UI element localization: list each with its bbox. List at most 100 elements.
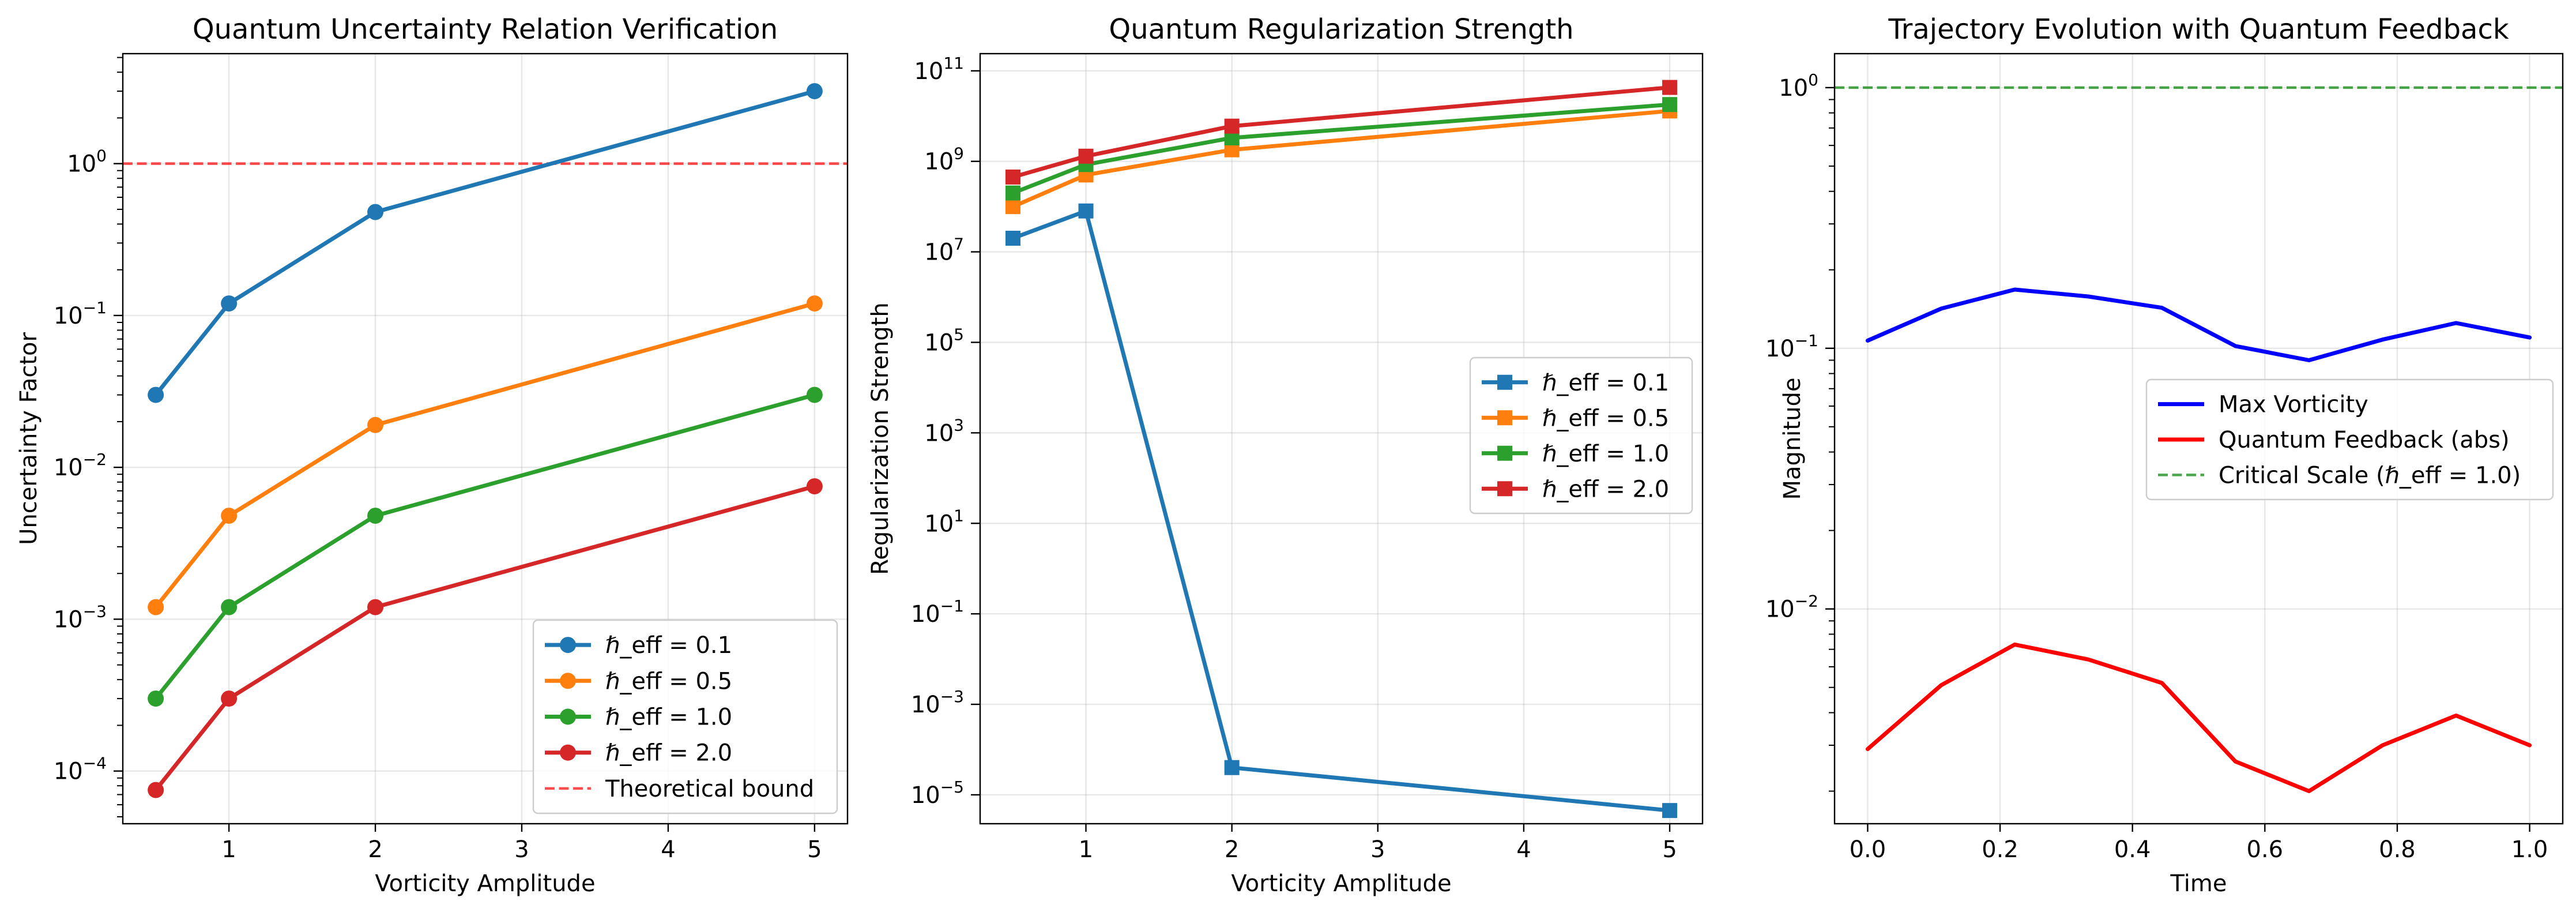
x-axis-label: Vorticity Amplitude [375,870,595,897]
x-tick-label: 4 [661,836,675,863]
legend-item: ℏ_eff = 0.5 [545,668,732,694]
x-axis-label: Vorticity Amplitude [1231,870,1451,897]
legend-label: ℏ_eff = 0.1 [605,632,732,659]
legend-label: ℏ_eff = 0.5 [605,668,732,694]
data-point [367,204,384,220]
data-point [148,386,164,403]
x-tick-label: 1.0 [2511,836,2548,863]
legend-label: ℏ_eff = 1.0 [1542,441,1669,467]
chart-panel-1: 1 2 3 4 5 10−4 10−3 10−2 10−1 100 Quantum Uncertai… [16,13,849,897]
data-point [221,508,238,524]
y-axis: 10−5 10−3 10−1 101 103 105 107 109 1011 [911,54,980,809]
data-point [1078,148,1094,164]
legend-box [532,619,838,814]
axes-frame [122,52,849,825]
legend-item: ℏ_eff = 1.0 [545,704,732,731]
y-tick-label: 10−1 [54,298,107,329]
legend-item: ℏ_eff = 1.0 [1482,441,1669,467]
y-tick-label: 10−5 [911,778,964,809]
legend-box [1469,356,1693,515]
chart-panel-2: 1 2 3 4 5 10−5 10−3 10−1 101 103 105 107 109 1011 Quan… [867,13,1704,897]
data-point [148,782,164,798]
y-tick-label: 10−1 [1765,331,1818,362]
series-line-1 [1865,287,2532,362]
y-tick-label: 101 [924,506,964,537]
data-point [367,508,384,524]
series-line-3 [153,393,817,701]
legend-item: ℏ_eff = 2.0 [545,740,732,767]
y-tick-label: 109 [924,144,964,175]
legend-item: Critical Scale (ℏ_eff = 1.0) [2158,462,2521,489]
legend-label: ℏ_eff = 2.0 [1542,476,1669,502]
data-point [148,690,164,707]
legend-marker [560,708,576,725]
series-line-4 [153,484,817,793]
y-axis-label: Magnitude [1779,378,1806,500]
y-tick-label: 1011 [914,54,964,85]
y-axis-label: Regularization Strength [867,302,894,575]
x-tick-label: 0.8 [2379,836,2416,863]
chart-panel-3: 0.0 0.2 0.4 0.6 0.8 1.0 10−2 10−1 100 Trajectory … [1765,13,2564,897]
x-tick-label: 0.0 [1850,836,1886,863]
legend-marker [1497,481,1512,497]
legend-label: ℏ_eff = 0.5 [1542,405,1669,431]
x-tick-label: 5 [807,836,822,863]
x-axis: 0.0 0.2 0.4 0.6 0.8 1.0 [1850,824,2548,863]
data-point [1662,803,1678,819]
series-line-3 [1011,102,1672,195]
y-axis-label: Uncertainty Factor [16,332,42,545]
data-point [1005,230,1020,246]
series-group [1865,287,2532,793]
axes-frame [979,52,1704,825]
x-tick-label: 5 [1662,836,1677,863]
data-point [1078,203,1094,219]
data-point [1224,760,1240,775]
legend-item: ℏ_eff = 2.0 [1482,476,1669,502]
legend-label: Max Vorticity [2219,392,2368,418]
legend-label: Quantum Feedback (abs) [2219,427,2510,453]
y-tick-label: 107 [924,235,964,266]
chart-title: Quantum Regularization Strength [1109,13,1573,46]
y-minor-ticks [1829,99,1835,792]
series-line-4 [1011,85,1672,179]
x-tick-label: 0.4 [2114,836,2151,863]
legend-marker [1497,374,1512,390]
series-line-1 [153,89,817,397]
legend-item: ℏ_eff = 0.5 [1482,405,1669,431]
legend: Max Vorticity Quantum Feedback (abs) Criti… [2145,378,2554,501]
y-tick-label: 10−2 [54,450,107,481]
data-point [806,386,823,403]
data-point [1005,169,1020,185]
x-axis-label: Time [2170,870,2227,897]
y-axis: 10−4 10−3 10−2 10−1 100 [54,147,123,785]
data-point [806,478,823,495]
data-point [1662,80,1678,95]
data-point [221,690,238,707]
series-group [1005,80,1678,819]
legend-marker [1497,410,1512,426]
data-point [221,599,238,615]
legend-label: Theoretical bound [605,776,814,802]
y-tick-label: 105 [924,325,964,356]
series-line-2 [153,301,817,610]
data-point [1662,97,1678,112]
y-tick-label: 10−1 [911,596,964,628]
y-tick-label: 100 [67,147,107,178]
legend-item: Max Vorticity [2158,392,2368,418]
y-tick-label: 103 [924,415,964,446]
legend-label: ℏ_eff = 1.0 [605,704,732,731]
legend-label: ℏ_eff = 2.0 [605,740,732,767]
legend-marker [1497,445,1512,461]
data-point [806,83,823,100]
x-tick-label: 3 [514,836,529,863]
x-tick-label: 0.2 [1982,836,2018,863]
legend-item: ℏ_eff = 0.1 [1482,370,1669,396]
y-minor-ticks [117,57,123,817]
legend-marker [560,637,576,654]
data-point [1005,185,1020,201]
legend-label: Critical Scale (ℏ_eff = 1.0) [2219,462,2521,489]
legend: ℏ_eff = 0.1 ℏ_eff = 0.5 ℏ_eff = 1.0 ℏ_eff =… [532,619,838,814]
axes-frame [1833,52,2564,825]
legend-marker [560,744,576,761]
